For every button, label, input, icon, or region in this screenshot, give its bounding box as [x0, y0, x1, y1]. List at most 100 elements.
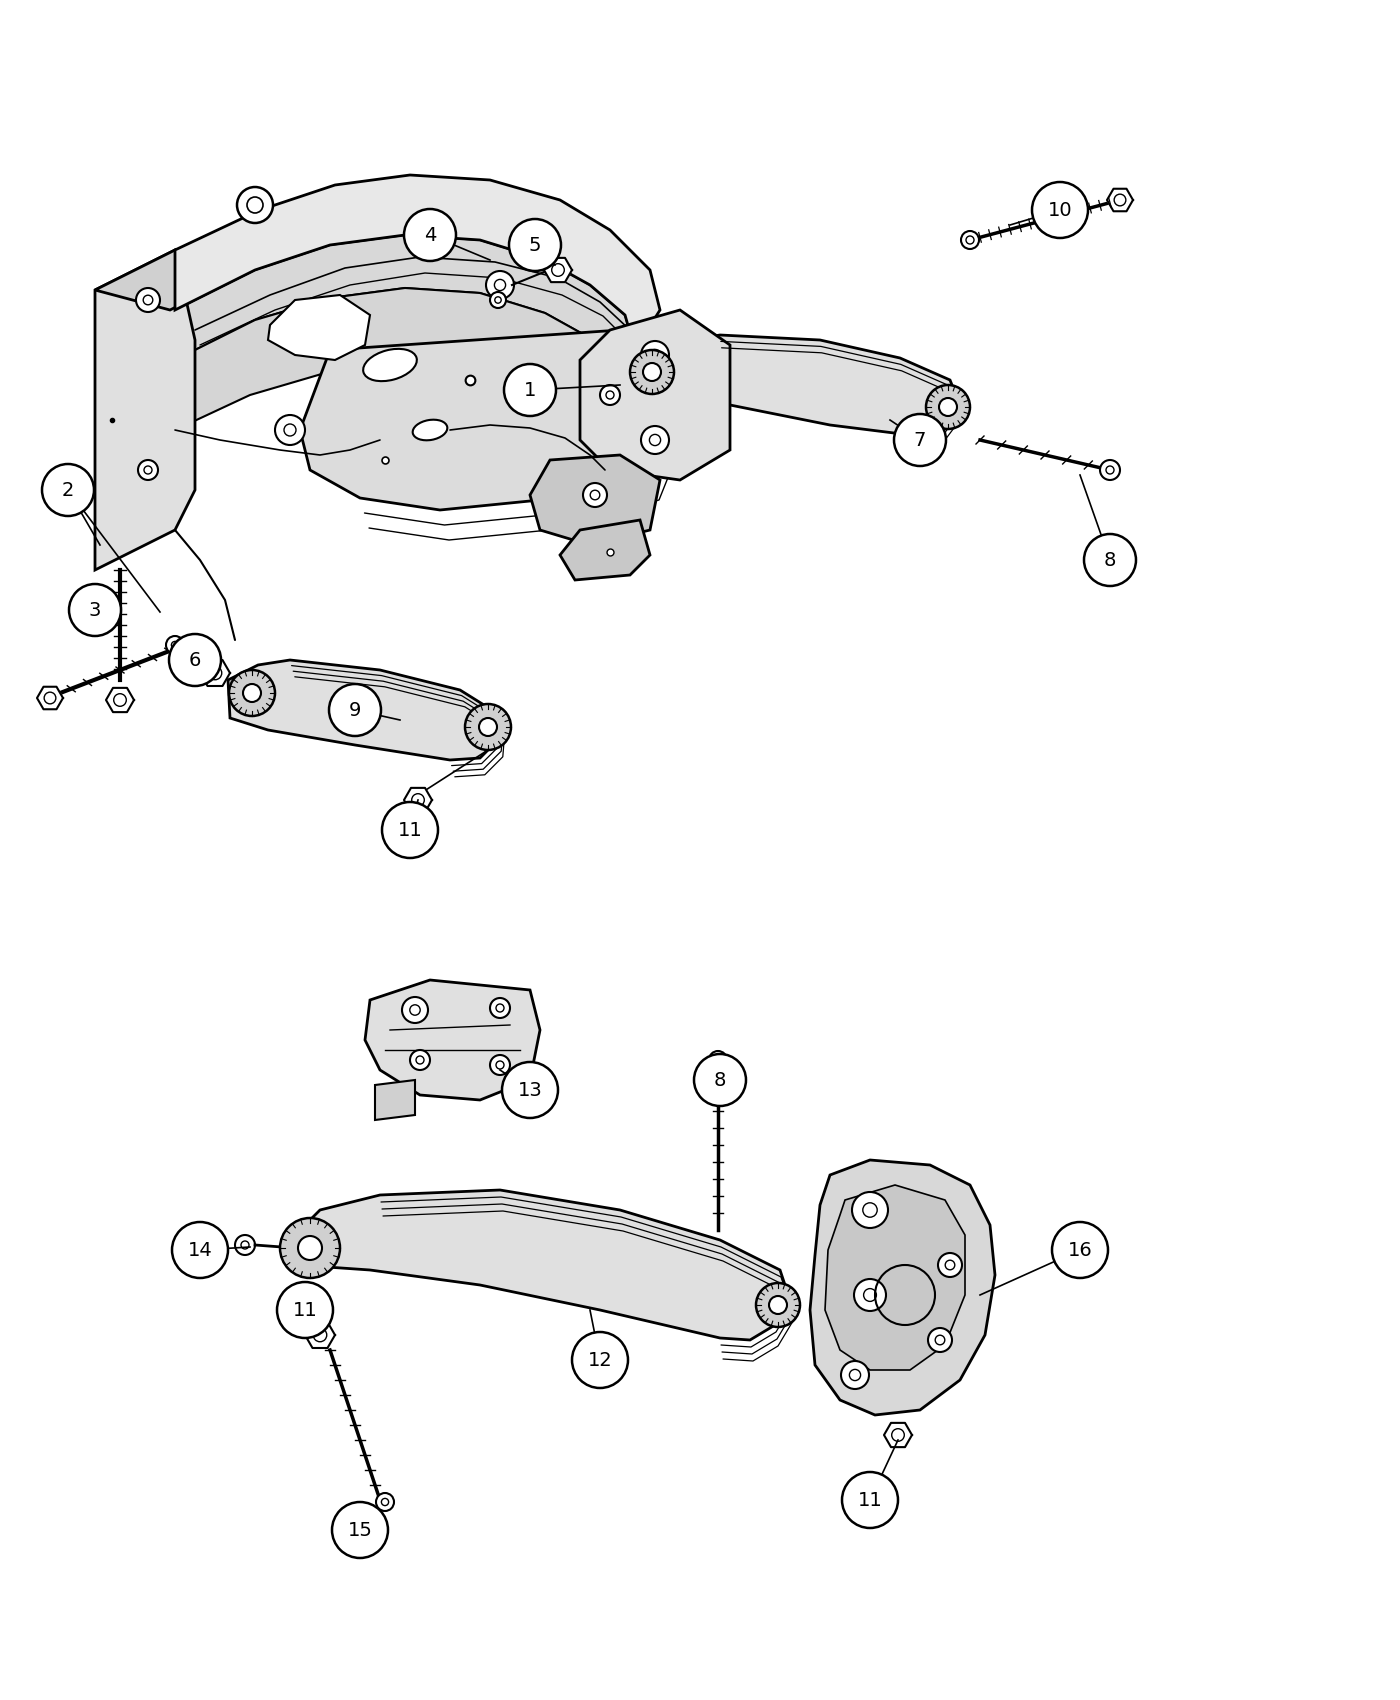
Polygon shape [36, 687, 63, 709]
Circle shape [925, 384, 970, 428]
Circle shape [769, 1295, 787, 1314]
Circle shape [490, 1056, 510, 1074]
Circle shape [329, 683, 381, 736]
Polygon shape [200, 660, 230, 687]
Polygon shape [1107, 189, 1133, 211]
Text: 1: 1 [524, 381, 536, 400]
Circle shape [377, 1493, 393, 1511]
Circle shape [167, 636, 183, 654]
Circle shape [230, 670, 274, 716]
Circle shape [237, 187, 273, 223]
Text: 11: 11 [858, 1491, 882, 1510]
Text: 4: 4 [424, 226, 437, 245]
Circle shape [853, 1192, 888, 1227]
Polygon shape [365, 979, 540, 1100]
Polygon shape [883, 1423, 911, 1447]
Polygon shape [545, 258, 573, 282]
Circle shape [382, 802, 438, 858]
Circle shape [42, 464, 94, 517]
Ellipse shape [413, 420, 448, 440]
Polygon shape [267, 296, 370, 360]
Circle shape [841, 1472, 897, 1528]
Circle shape [510, 219, 561, 270]
Circle shape [277, 1282, 333, 1338]
Circle shape [136, 287, 160, 313]
Polygon shape [295, 1190, 790, 1340]
Circle shape [465, 704, 511, 750]
Circle shape [939, 398, 958, 416]
Circle shape [244, 683, 260, 702]
Text: 11: 11 [293, 1300, 318, 1319]
Polygon shape [228, 660, 500, 760]
Circle shape [1100, 461, 1120, 479]
Circle shape [69, 585, 120, 636]
Circle shape [274, 415, 305, 445]
Text: 8: 8 [1103, 551, 1116, 570]
Circle shape [573, 1333, 629, 1387]
Polygon shape [531, 456, 659, 546]
Text: 13: 13 [518, 1081, 542, 1100]
Circle shape [235, 1234, 255, 1255]
Polygon shape [580, 309, 729, 479]
Circle shape [172, 1222, 228, 1278]
Text: 8: 8 [714, 1071, 727, 1090]
Text: 6: 6 [189, 651, 202, 670]
Circle shape [756, 1284, 799, 1328]
Circle shape [479, 717, 497, 736]
Circle shape [486, 270, 514, 299]
Polygon shape [405, 787, 433, 813]
Circle shape [490, 998, 510, 1018]
Polygon shape [811, 1159, 995, 1414]
Circle shape [139, 461, 158, 479]
Polygon shape [305, 1323, 335, 1348]
Polygon shape [175, 235, 636, 400]
Circle shape [332, 1503, 388, 1557]
Polygon shape [560, 520, 650, 580]
Circle shape [402, 996, 428, 1023]
Circle shape [503, 1062, 559, 1119]
Polygon shape [175, 287, 620, 444]
Circle shape [643, 364, 661, 381]
Text: 15: 15 [347, 1520, 372, 1540]
Polygon shape [825, 1185, 965, 1370]
Circle shape [504, 364, 556, 416]
Circle shape [298, 1236, 322, 1260]
Circle shape [1032, 182, 1088, 238]
Circle shape [1084, 534, 1135, 586]
Circle shape [708, 1051, 727, 1069]
Circle shape [841, 1362, 869, 1389]
Text: 3: 3 [88, 600, 101, 619]
Text: 14: 14 [188, 1241, 213, 1260]
Polygon shape [95, 250, 195, 570]
Polygon shape [300, 330, 680, 510]
Polygon shape [175, 175, 659, 350]
Circle shape [641, 342, 669, 369]
Text: 2: 2 [62, 481, 74, 500]
Circle shape [1051, 1222, 1107, 1278]
Polygon shape [95, 250, 251, 309]
Circle shape [694, 1054, 746, 1107]
Polygon shape [375, 1080, 414, 1120]
Text: 5: 5 [529, 236, 542, 255]
Circle shape [895, 415, 946, 466]
Text: 9: 9 [349, 700, 361, 719]
Circle shape [410, 1051, 430, 1069]
Circle shape [641, 427, 669, 454]
Text: 12: 12 [588, 1350, 612, 1370]
Circle shape [490, 292, 505, 308]
Circle shape [960, 231, 979, 248]
Text: 10: 10 [1047, 201, 1072, 219]
Circle shape [405, 209, 456, 262]
Circle shape [854, 1278, 886, 1311]
Circle shape [928, 1328, 952, 1352]
Circle shape [601, 384, 620, 405]
Circle shape [630, 350, 673, 394]
Polygon shape [106, 688, 134, 712]
Ellipse shape [363, 348, 417, 381]
Text: 16: 16 [1068, 1241, 1092, 1260]
Text: 11: 11 [398, 821, 423, 840]
Circle shape [582, 483, 608, 507]
Circle shape [938, 1253, 962, 1277]
Circle shape [280, 1217, 340, 1278]
Circle shape [169, 634, 221, 687]
